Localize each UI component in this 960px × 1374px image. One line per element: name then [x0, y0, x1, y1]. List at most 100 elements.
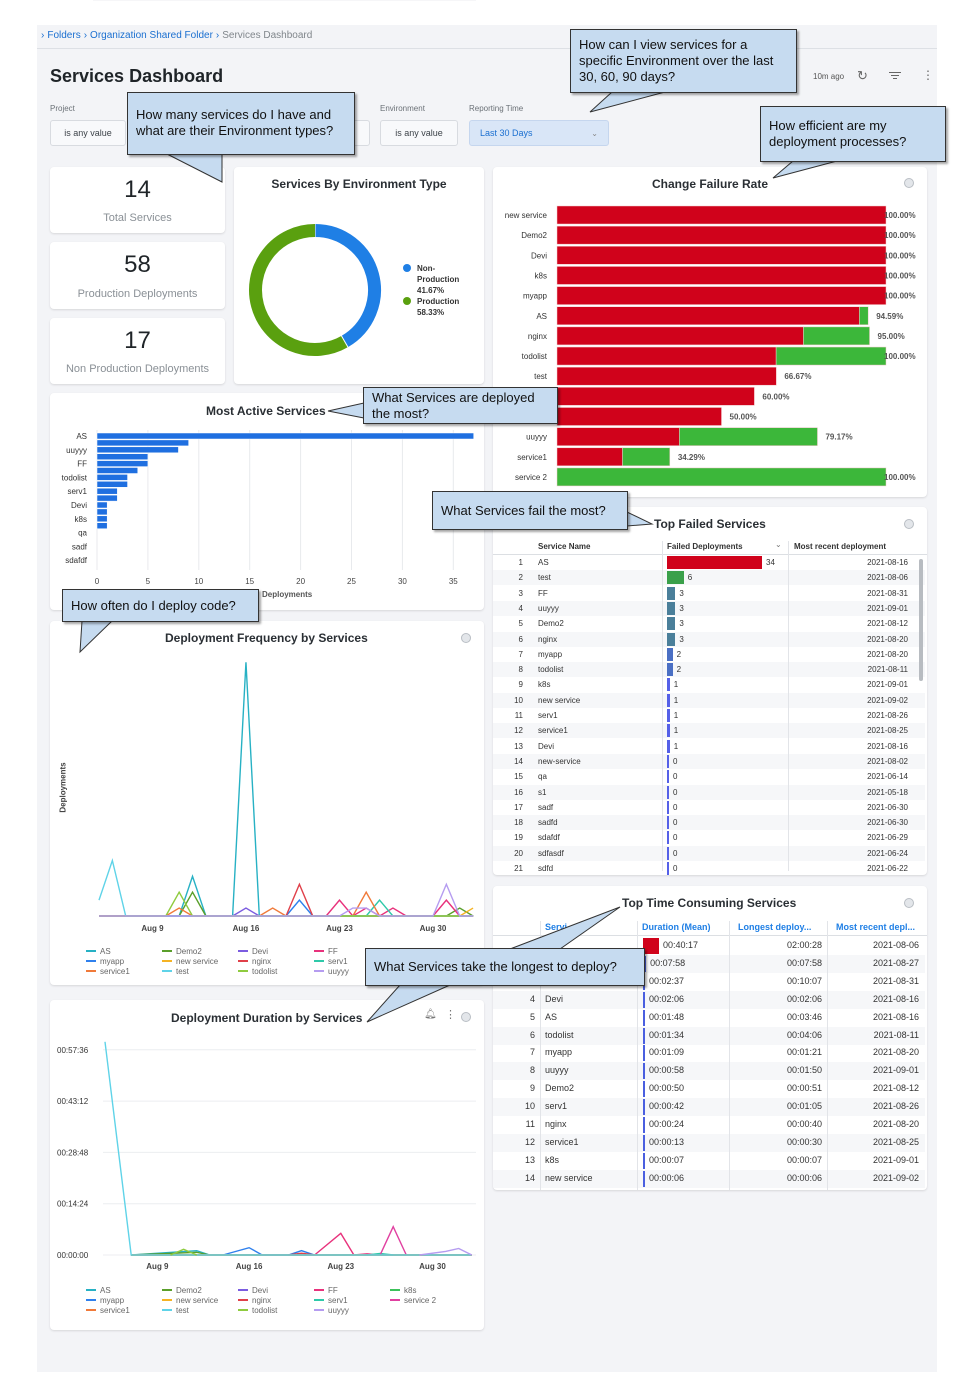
column-header-most-recent[interactable]: Most recent deployment — [794, 542, 887, 551]
table-row[interactable]: 3 FF 3 2021-08-31 — [493, 586, 925, 601]
table-row[interactable]: 14 new service 00:00:06 00:00:06 2021-09… — [493, 1169, 925, 1188]
scrollbar[interactable] — [919, 559, 923, 681]
globe-icon[interactable] — [904, 898, 914, 908]
most-recent-date: 2021-08-31 — [872, 975, 919, 986]
x-tick-label: 0 — [95, 577, 100, 586]
more-vert-icon[interactable]: ⋮ — [445, 1009, 456, 1021]
table-row[interactable]: 15 qa 0 2021-06-14 — [493, 769, 925, 784]
table-row[interactable]: 9 k8s 1 2021-09-01 — [493, 677, 925, 692]
longest-deploy: 00:00:30 — [786, 1136, 822, 1147]
column-header-service-name[interactable]: Service Name — [538, 542, 591, 551]
globe-icon[interactable] — [904, 519, 914, 529]
table-row[interactable]: 5 Demo2 3 2021-08-12 — [493, 616, 925, 631]
longest-deploy: 00:02:06 — [786, 993, 822, 1004]
globe-icon[interactable] — [461, 633, 471, 643]
bell-icon[interactable]: 🔔︎ — [424, 1009, 437, 1020]
table-row[interactable]: 6 nginx 3 2021-08-20 — [493, 631, 925, 647]
data-label: 100.00% — [884, 271, 916, 280]
most-recent-date: 2021-08-20 — [872, 1119, 919, 1129]
legend-dot-icon — [403, 297, 411, 305]
duration-mean: 00:00:06 — [649, 1172, 685, 1183]
table-row[interactable]: 00:40:17 02:00:28 2021-08-06 — [493, 937, 925, 955]
column-header-duration-mean[interactable]: Duration (Mean) — [642, 922, 711, 932]
duration-bar — [643, 1099, 645, 1116]
table-row[interactable]: 20 sdfasdf 0 2021-06-24 — [493, 845, 925, 861]
row-number: 5 — [529, 1011, 535, 1022]
environment-filter[interactable]: is any value — [380, 120, 458, 146]
table-row[interactable]: 6 todolist 00:01:34 00:04:06 2021-08-11 — [493, 1026, 925, 1045]
legend-value: 41.67% — [417, 286, 445, 295]
row-number: 13 — [514, 741, 523, 751]
breadcrumb-shared-folder[interactable]: Organization Shared Folder — [90, 30, 213, 41]
failed-count: 1 — [673, 711, 679, 720]
failed-bar — [667, 617, 676, 631]
table-row[interactable]: 10 serv1 00:00:42 00:01:05 2021-08-26 — [493, 1098, 925, 1117]
legend-item: FF — [328, 1286, 338, 1295]
table-row[interactable]: 13 k8s 00:00:07 00:00:07 2021-09-01 — [493, 1152, 925, 1170]
y-tick-label: myapp — [523, 292, 548, 301]
table-row[interactable]: 17 sadf 0 2021-06-30 — [493, 800, 925, 815]
most-recent-date: 2021-08-16 — [872, 1011, 919, 1022]
column-header-service[interactable]: Servi — [545, 922, 568, 932]
failed-bar — [667, 831, 669, 845]
breadcrumb: › Folders › Organization Shared Folder › Serv… — [38, 30, 312, 41]
table-row[interactable]: 12 service1 1 2021-08-25 — [493, 723, 925, 739]
bar — [96, 501, 108, 509]
column-header-failed-deployments[interactable]: Failed Deployments — [667, 542, 743, 551]
bar-success — [803, 326, 870, 346]
table-row[interactable]: 10 new service 1 2021-09-02 — [493, 692, 925, 708]
most-recent-date: 2021-06-24 — [867, 848, 908, 858]
y-tick-label: uuyyy — [66, 446, 87, 455]
column-header-longest-deploy[interactable]: Longest deploy... — [738, 922, 812, 932]
bar — [96, 515, 108, 523]
divider — [493, 554, 927, 555]
longest-deploy: 00:00:06 — [786, 1172, 822, 1183]
last-updated: 10m ago — [813, 72, 845, 81]
breadcrumb-current: Services Dashboard — [222, 30, 313, 41]
table-row[interactable]: 19 sdafdf 0 2021-06-29 — [493, 830, 925, 845]
table-row[interactable]: 9 Demo2 00:00:50 00:00:51 2021-08-12 — [493, 1080, 925, 1098]
environment-filter-label: Environment — [380, 104, 425, 113]
row-number: 2 — [518, 573, 523, 583]
callout-tail — [589, 91, 666, 113]
duration-bar — [643, 938, 659, 954]
project-filter[interactable]: is any value — [50, 120, 126, 146]
donut-slice-non-production — [314, 224, 381, 348]
duration-mean: 00:07:58 — [650, 957, 686, 968]
breadcrumb-folders[interactable]: Folders — [47, 30, 81, 41]
duration-mean: 00:02:37 — [649, 975, 685, 986]
divider — [37, 48, 937, 49]
table-row[interactable]: 4 uuyyy 3 2021-09-01 — [493, 600, 925, 616]
table-row[interactable]: 7 myapp 00:01:09 00:01:21 2021-08-20 — [493, 1044, 925, 1062]
more-vert-icon[interactable]: ⋮ — [922, 68, 934, 82]
sort-chevron-icon[interactable]: ⌄ — [775, 540, 782, 549]
table-row[interactable]: 14 new-service 0 2021-08-02 — [493, 753, 925, 769]
table-row[interactable]: 18 sadfd 0 2021-06-30 — [493, 815, 925, 831]
table-row[interactable]: 8 todolist 2 2021-08-11 — [493, 662, 925, 678]
y-tick-label: 20 — [75, 0, 84, 2]
column-header-most-recent[interactable]: Most recent depl... — [836, 922, 916, 932]
y-tick-label: AS — [536, 312, 547, 321]
globe-icon[interactable] — [461, 1012, 471, 1022]
table-row[interactable]: 11 nginx 00:00:24 00:00:40 2021-08-20 — [493, 1116, 925, 1134]
table-row[interactable]: 5 AS 00:01:48 00:03:46 2021-08-16 — [493, 1009, 925, 1027]
table-row[interactable]: 21 sdfd 0 2021-06-22 — [493, 861, 925, 875]
table-row[interactable]: 12 service1 00:00:13 00:00:30 2021-08-25 — [493, 1133, 925, 1152]
globe-icon[interactable] — [904, 178, 914, 188]
refresh-icon[interactable]: ↻ — [857, 68, 868, 83]
row-number: 8 — [529, 1065, 535, 1076]
table-row[interactable]: 11 serv1 1 2021-08-26 — [493, 708, 925, 723]
table-row[interactable]: 8 uuyyy 00:00:58 00:01:50 2021-09-01 — [493, 1062, 925, 1081]
table-row[interactable]: 2 test 6 2021-08-06 — [493, 570, 925, 586]
table-row[interactable]: 4 Devi 00:02:06 00:02:06 2021-08-16 — [493, 990, 925, 1009]
filter-icon[interactable] — [889, 71, 901, 81]
table-row[interactable]: 7 myapp 2 2021-08-20 — [493, 647, 925, 662]
reporting-time-select[interactable]: Last 30 Days ⌄ — [469, 120, 609, 146]
column-divider — [540, 921, 541, 1190]
failed-bar — [667, 800, 669, 814]
data-label: 100.00% — [884, 251, 916, 260]
table-row[interactable]: 16 s1 0 2021-05-18 — [493, 784, 925, 800]
table-row[interactable]: 13 Devi 1 2021-08-16 — [493, 739, 925, 754]
table-row[interactable]: 1 AS 34 2021-08-16 — [493, 555, 925, 570]
top-failed-services-card: Top Failed Services Service Name Failed … — [493, 507, 927, 875]
